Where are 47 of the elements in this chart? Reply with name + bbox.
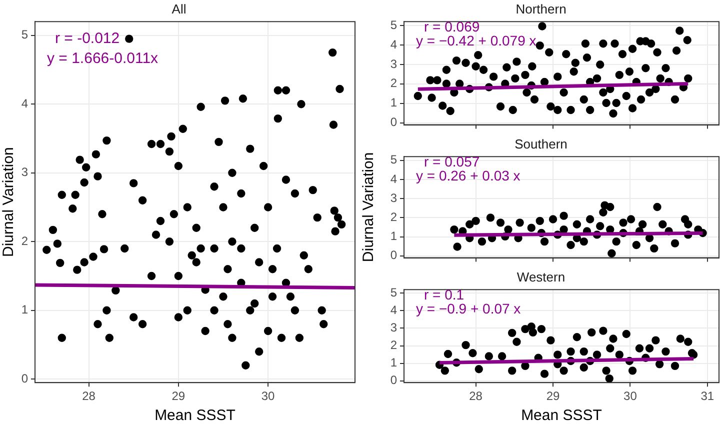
y-tick-label: 4 bbox=[390, 302, 398, 317]
annotation: r = 0.057 bbox=[424, 153, 480, 170]
y-tick-label: 2 bbox=[390, 210, 398, 224]
y-tick-label: 1 bbox=[390, 356, 398, 370]
y-tick-label: 3 bbox=[390, 190, 398, 205]
y-tick-label: 4 bbox=[390, 172, 398, 186]
x-tick-label: 29 bbox=[172, 389, 186, 404]
y-tick-label: 1 bbox=[390, 229, 398, 244]
x-tick-label: 29 bbox=[546, 389, 560, 404]
y-tick-label: 5 bbox=[390, 18, 398, 32]
y-axis-title: Diurnal Variation bbox=[360, 152, 378, 262]
x-tick-label: 30 bbox=[261, 389, 276, 404]
chart-title: All bbox=[172, 1, 186, 16]
y-axis-title: Diurnal Variation bbox=[0, 147, 18, 257]
y-tick-label: 5 bbox=[390, 152, 398, 167]
y-tick-label: 3 bbox=[390, 56, 398, 71]
y-tick-label: 3 bbox=[21, 165, 28, 180]
y-tick-label: 0 bbox=[390, 248, 398, 262]
chart-title: Western bbox=[516, 269, 566, 284]
y-tick-label: 5 bbox=[390, 285, 398, 300]
annotation: r = 0.069 bbox=[424, 18, 480, 34]
y-tick-label: 2 bbox=[390, 338, 398, 352]
annotation: r = -0.012 bbox=[55, 30, 120, 48]
annotation: y = −0.42 + 0.079 x bbox=[416, 32, 536, 48]
y-tick-label: 3 bbox=[390, 320, 398, 335]
x-tick-label: 28 bbox=[82, 389, 96, 404]
y-tick-label: 0 bbox=[21, 371, 28, 386]
x-axis-title: Mean SSST bbox=[521, 407, 602, 424]
y-tick-label: 1 bbox=[21, 302, 28, 317]
annotation: y = 0.26 + 0.03 x bbox=[416, 167, 520, 184]
annotation: r = 0.1 bbox=[424, 286, 464, 302]
y-tick-label: 4 bbox=[390, 37, 398, 52]
y-tick-label: 2 bbox=[21, 234, 28, 248]
y-tick-label: 2 bbox=[390, 76, 398, 90]
annotation: y = 1.666-0.011x bbox=[47, 50, 159, 68]
x-tick-label: 28 bbox=[469, 389, 483, 404]
x-tick-label: 31 bbox=[700, 389, 714, 404]
annotation: y = −0.9 + 0.07 x bbox=[416, 300, 521, 316]
chart-title: Southern bbox=[514, 136, 568, 152]
chart-title: Northern bbox=[516, 1, 566, 16]
x-tick-label: 30 bbox=[624, 389, 638, 404]
y-tick-label: 4 bbox=[21, 96, 28, 110]
y-tick-label: 5 bbox=[21, 28, 28, 42]
y-tick-label: 0 bbox=[390, 115, 398, 130]
y-tick-label: 1 bbox=[390, 96, 398, 110]
y-tick-label: 0 bbox=[390, 373, 398, 388]
x-axis-title: Mean SSST bbox=[154, 407, 236, 424]
